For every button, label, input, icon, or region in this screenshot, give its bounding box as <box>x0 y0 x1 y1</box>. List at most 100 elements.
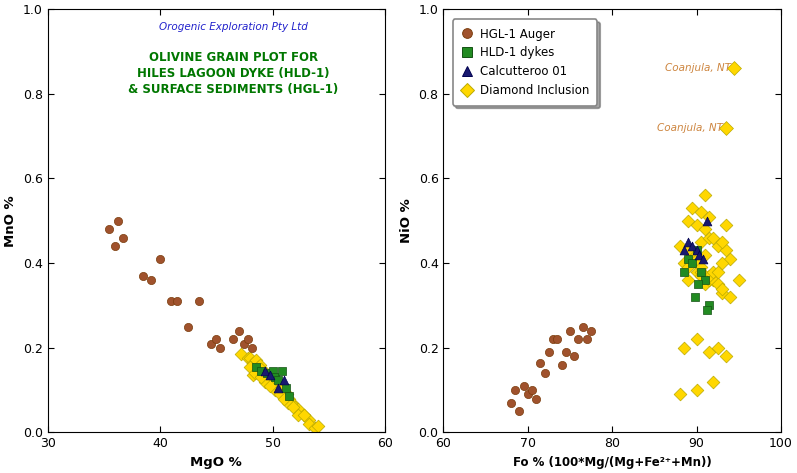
Point <box>253 361 266 368</box>
Point <box>720 352 732 360</box>
Point <box>703 272 716 280</box>
Point <box>286 403 299 411</box>
Point <box>701 217 714 225</box>
Point <box>244 363 257 371</box>
Point <box>282 399 295 407</box>
Point <box>686 259 699 267</box>
Point <box>255 374 268 381</box>
Point <box>699 276 712 284</box>
Point <box>689 293 701 301</box>
Point <box>701 306 713 314</box>
Point <box>233 327 245 334</box>
Point <box>716 238 728 246</box>
Point <box>273 384 285 392</box>
Point <box>266 376 279 383</box>
Point <box>249 357 262 364</box>
Point <box>269 374 281 381</box>
Point <box>716 289 728 297</box>
Point <box>274 391 287 398</box>
Point <box>283 395 296 403</box>
Point <box>272 384 285 392</box>
Point <box>289 403 301 411</box>
Point <box>309 424 322 432</box>
Point <box>543 348 556 356</box>
Point <box>703 302 716 309</box>
Point <box>182 323 194 330</box>
Point <box>707 276 720 284</box>
Point <box>711 344 724 351</box>
Point <box>272 376 285 383</box>
Point <box>681 217 694 225</box>
Point <box>699 251 712 258</box>
Point <box>692 280 705 288</box>
Point <box>686 242 699 250</box>
Point <box>252 363 265 371</box>
Point <box>716 285 728 292</box>
Point <box>277 395 290 403</box>
Point <box>103 226 116 233</box>
Point <box>279 395 292 403</box>
Point <box>699 272 712 280</box>
Point <box>248 369 261 377</box>
Point <box>227 335 240 343</box>
Point <box>703 276 716 284</box>
Point <box>505 399 517 407</box>
Point <box>559 348 572 356</box>
Point <box>255 365 268 373</box>
Point <box>580 335 593 343</box>
Point <box>538 369 551 377</box>
Point <box>241 335 254 343</box>
Point <box>694 268 707 275</box>
Point <box>264 382 277 390</box>
Point <box>116 234 129 242</box>
Point <box>681 238 694 246</box>
Point <box>269 380 282 387</box>
Point <box>210 335 222 343</box>
X-axis label: Fo % (100*Mg/(Mg+Fe²⁺+Mn)): Fo % (100*Mg/(Mg+Fe²⁺+Mn)) <box>512 456 712 469</box>
Text: Coanjula, NT: Coanjula, NT <box>665 63 731 73</box>
Point <box>272 382 285 390</box>
Point <box>547 335 559 343</box>
Point <box>711 268 724 275</box>
Point <box>275 386 288 394</box>
Point <box>244 355 257 362</box>
Point <box>247 359 260 367</box>
Point <box>508 386 521 394</box>
Point <box>673 242 686 250</box>
Point <box>292 405 304 413</box>
Point <box>690 221 703 229</box>
Point <box>263 376 276 383</box>
Point <box>112 217 125 225</box>
Point <box>690 335 703 343</box>
Point <box>690 246 703 254</box>
Point <box>690 246 703 254</box>
Point <box>525 386 538 394</box>
X-axis label: MgO %: MgO % <box>190 456 242 469</box>
Point <box>204 340 217 347</box>
Point <box>145 276 158 284</box>
Point <box>720 124 732 131</box>
Point <box>298 412 311 419</box>
Point <box>677 259 690 267</box>
Point <box>517 382 530 390</box>
Point <box>576 323 589 330</box>
Point <box>567 352 580 360</box>
Point <box>677 246 690 254</box>
Point <box>260 369 273 377</box>
Point <box>720 246 732 254</box>
Point <box>711 280 724 288</box>
Point <box>530 395 543 403</box>
Point <box>311 422 324 430</box>
Point <box>693 251 705 258</box>
Point <box>302 416 315 423</box>
Point <box>724 255 736 263</box>
Point <box>249 363 262 371</box>
Point <box>193 298 206 305</box>
Point <box>690 255 703 263</box>
Point <box>681 263 694 271</box>
Point <box>277 391 290 398</box>
Point <box>285 399 298 407</box>
Point <box>681 276 694 284</box>
Point <box>137 272 150 280</box>
Point <box>171 298 183 305</box>
